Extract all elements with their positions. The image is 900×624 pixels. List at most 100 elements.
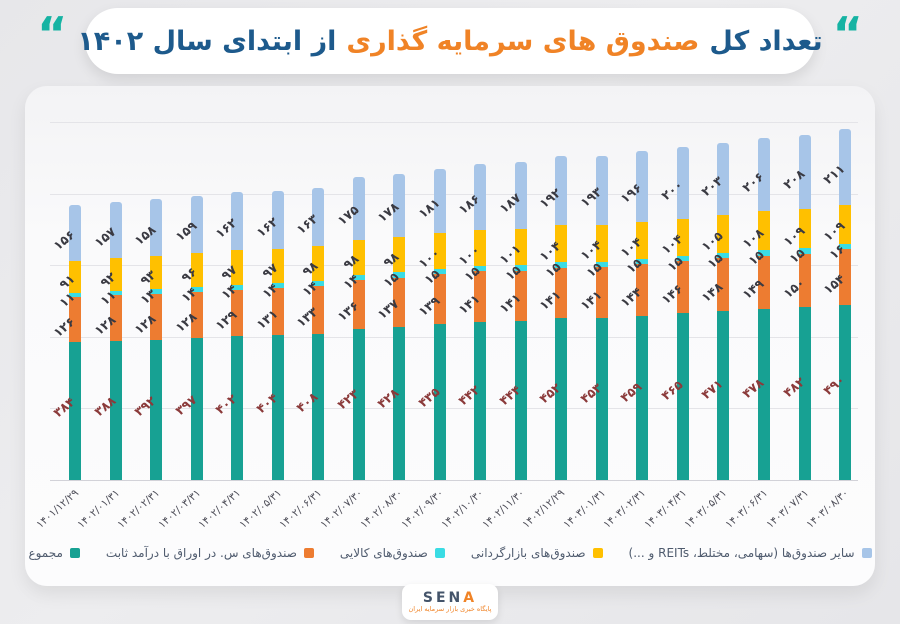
bar-segment-fixed_income: [758, 255, 770, 309]
bar-group: [69, 205, 81, 480]
bar-segment-fixed_income: [69, 297, 81, 343]
bar-group: [352, 177, 365, 480]
gridline: [50, 480, 858, 481]
title-prefix: تعداد کل: [709, 25, 823, 57]
legend-item-market_making: صندوق‌های بازارگردانی: [471, 546, 603, 560]
bar-segment-other: [271, 190, 284, 249]
logo-tagline: پایگاه خبری بازار سرمایه ایران: [408, 605, 492, 613]
bar-segment-market_making: [352, 239, 365, 275]
bar-segment-fixed_income: [190, 292, 203, 338]
legend-item-other: سایر صندوق‌ها (سهامی، مختلط، REITs و ...…: [629, 546, 872, 560]
bar-segment-fixed_income: [514, 270, 527, 322]
bar-segment-total: [717, 311, 730, 480]
bar-segment-fixed_income: [636, 264, 649, 316]
bar-segment-total: [676, 313, 689, 480]
bar-segment-commodity: [312, 281, 325, 287]
bar-segment-market_making: [150, 255, 163, 290]
legend-swatch-total: [69, 548, 80, 558]
bar-segment-total: [190, 337, 203, 480]
bar-group: [271, 190, 284, 480]
bar-group: [109, 202, 122, 480]
bar-segment-market_making: [636, 221, 649, 259]
bar-group: [190, 195, 203, 480]
title-suffix: از ابتدای سال ۱۴۰۲: [77, 25, 337, 57]
bar-segment-market_making: [190, 252, 203, 288]
bar-segment-market_making: [312, 246, 325, 282]
legend-item-fixed_income: صندوق‌های س. در اوراق با درآمد ثابت: [106, 546, 314, 560]
bar-segment-other: [312, 187, 325, 247]
bar-segment-fixed_income: [312, 286, 325, 334]
gridline: [50, 408, 858, 410]
bar-group: [595, 155, 608, 480]
bar-segment-market_making: [231, 250, 244, 285]
bar-segment-commodity: [474, 265, 487, 272]
bar-segment-market_making: [798, 209, 811, 249]
bar-segment-commodity: [514, 265, 527, 271]
title-highlight: صندوق های سرمایه گذاری: [346, 25, 700, 57]
bar-segment-commodity: [352, 274, 365, 280]
bar-segment-total: [636, 315, 649, 480]
logo-text: SENA: [422, 590, 478, 606]
bar-segment-total: [555, 318, 568, 480]
bar-segment-market_making: [69, 260, 81, 294]
bar-segment-market_making: [758, 211, 770, 251]
bar-segment-fixed_income: [109, 295, 122, 342]
bar-segment-other: [636, 151, 649, 222]
legend-item-commodity: صندوق‌های کالایی: [340, 546, 445, 560]
bar-segment-total: [271, 335, 284, 480]
bar-segment-fixed_income: [839, 249, 852, 305]
bar-group: [514, 162, 527, 480]
bar-group: [231, 192, 244, 480]
bar-segment-commodity: [839, 243, 852, 250]
bar-segment-other: [352, 177, 365, 240]
bar-segment-fixed_income: [150, 293, 163, 340]
legend-label: صندوق‌های بازارگردانی: [470, 546, 586, 560]
bar-segment-commodity: [758, 250, 770, 256]
bar-segment-other: [839, 129, 852, 205]
legend-swatch-other: [861, 548, 872, 558]
bar-segment-commodity: [271, 283, 284, 289]
bar-segment-commodity: [69, 293, 81, 298]
bar-group: [433, 168, 446, 480]
legend-item-total: مجموع: [28, 546, 80, 560]
bar-segment-commodity: [393, 272, 406, 278]
bar-segment-fixed_income: [474, 271, 487, 322]
bar-segment-market_making: [595, 224, 608, 262]
bar-group: [555, 156, 568, 480]
bar-segment-other: [798, 134, 811, 210]
bar-segment-other: [474, 163, 487, 231]
bar-segment-commodity: [717, 253, 730, 259]
bar-segment-other: [190, 195, 203, 253]
bar-segment-fixed_income: [433, 274, 446, 325]
legend-swatch-market_making: [592, 548, 603, 558]
bar-segment-other: [758, 137, 770, 212]
bar-segment-fixed_income: [352, 279, 365, 329]
logo-box: SENA پایگاه خبری بازار سرمایه ایران: [402, 584, 498, 620]
bar-segment-fixed_income: [595, 267, 608, 318]
bar-segment-market_making: [474, 230, 487, 266]
bar-segment-commodity: [109, 291, 122, 296]
bar-segment-fixed_income: [676, 261, 689, 314]
bar-segment-commodity: [798, 248, 811, 254]
bar-group: [312, 187, 325, 480]
bar-segment-total: [231, 336, 244, 480]
bar-segment-market_making: [717, 215, 730, 253]
bar-segment-other: [717, 142, 730, 216]
bar-segment-commodity: [676, 255, 689, 262]
bar-segment-total: [150, 339, 163, 480]
bar-segment-total: [393, 326, 406, 480]
bar-segment-other: [676, 147, 689, 219]
gridline: [50, 265, 858, 267]
bar-segment-market_making: [514, 229, 527, 266]
gridline: [50, 336, 858, 338]
bar-segment-fixed_income: [271, 288, 284, 336]
legend-swatch-fixed_income: [303, 548, 314, 558]
bar-group: [839, 129, 852, 480]
bar-segment-total: [109, 341, 122, 480]
bar-group: [798, 134, 811, 480]
bar-group: [393, 173, 406, 480]
bar-segment-total: [433, 324, 446, 480]
bar-group: [636, 151, 649, 480]
